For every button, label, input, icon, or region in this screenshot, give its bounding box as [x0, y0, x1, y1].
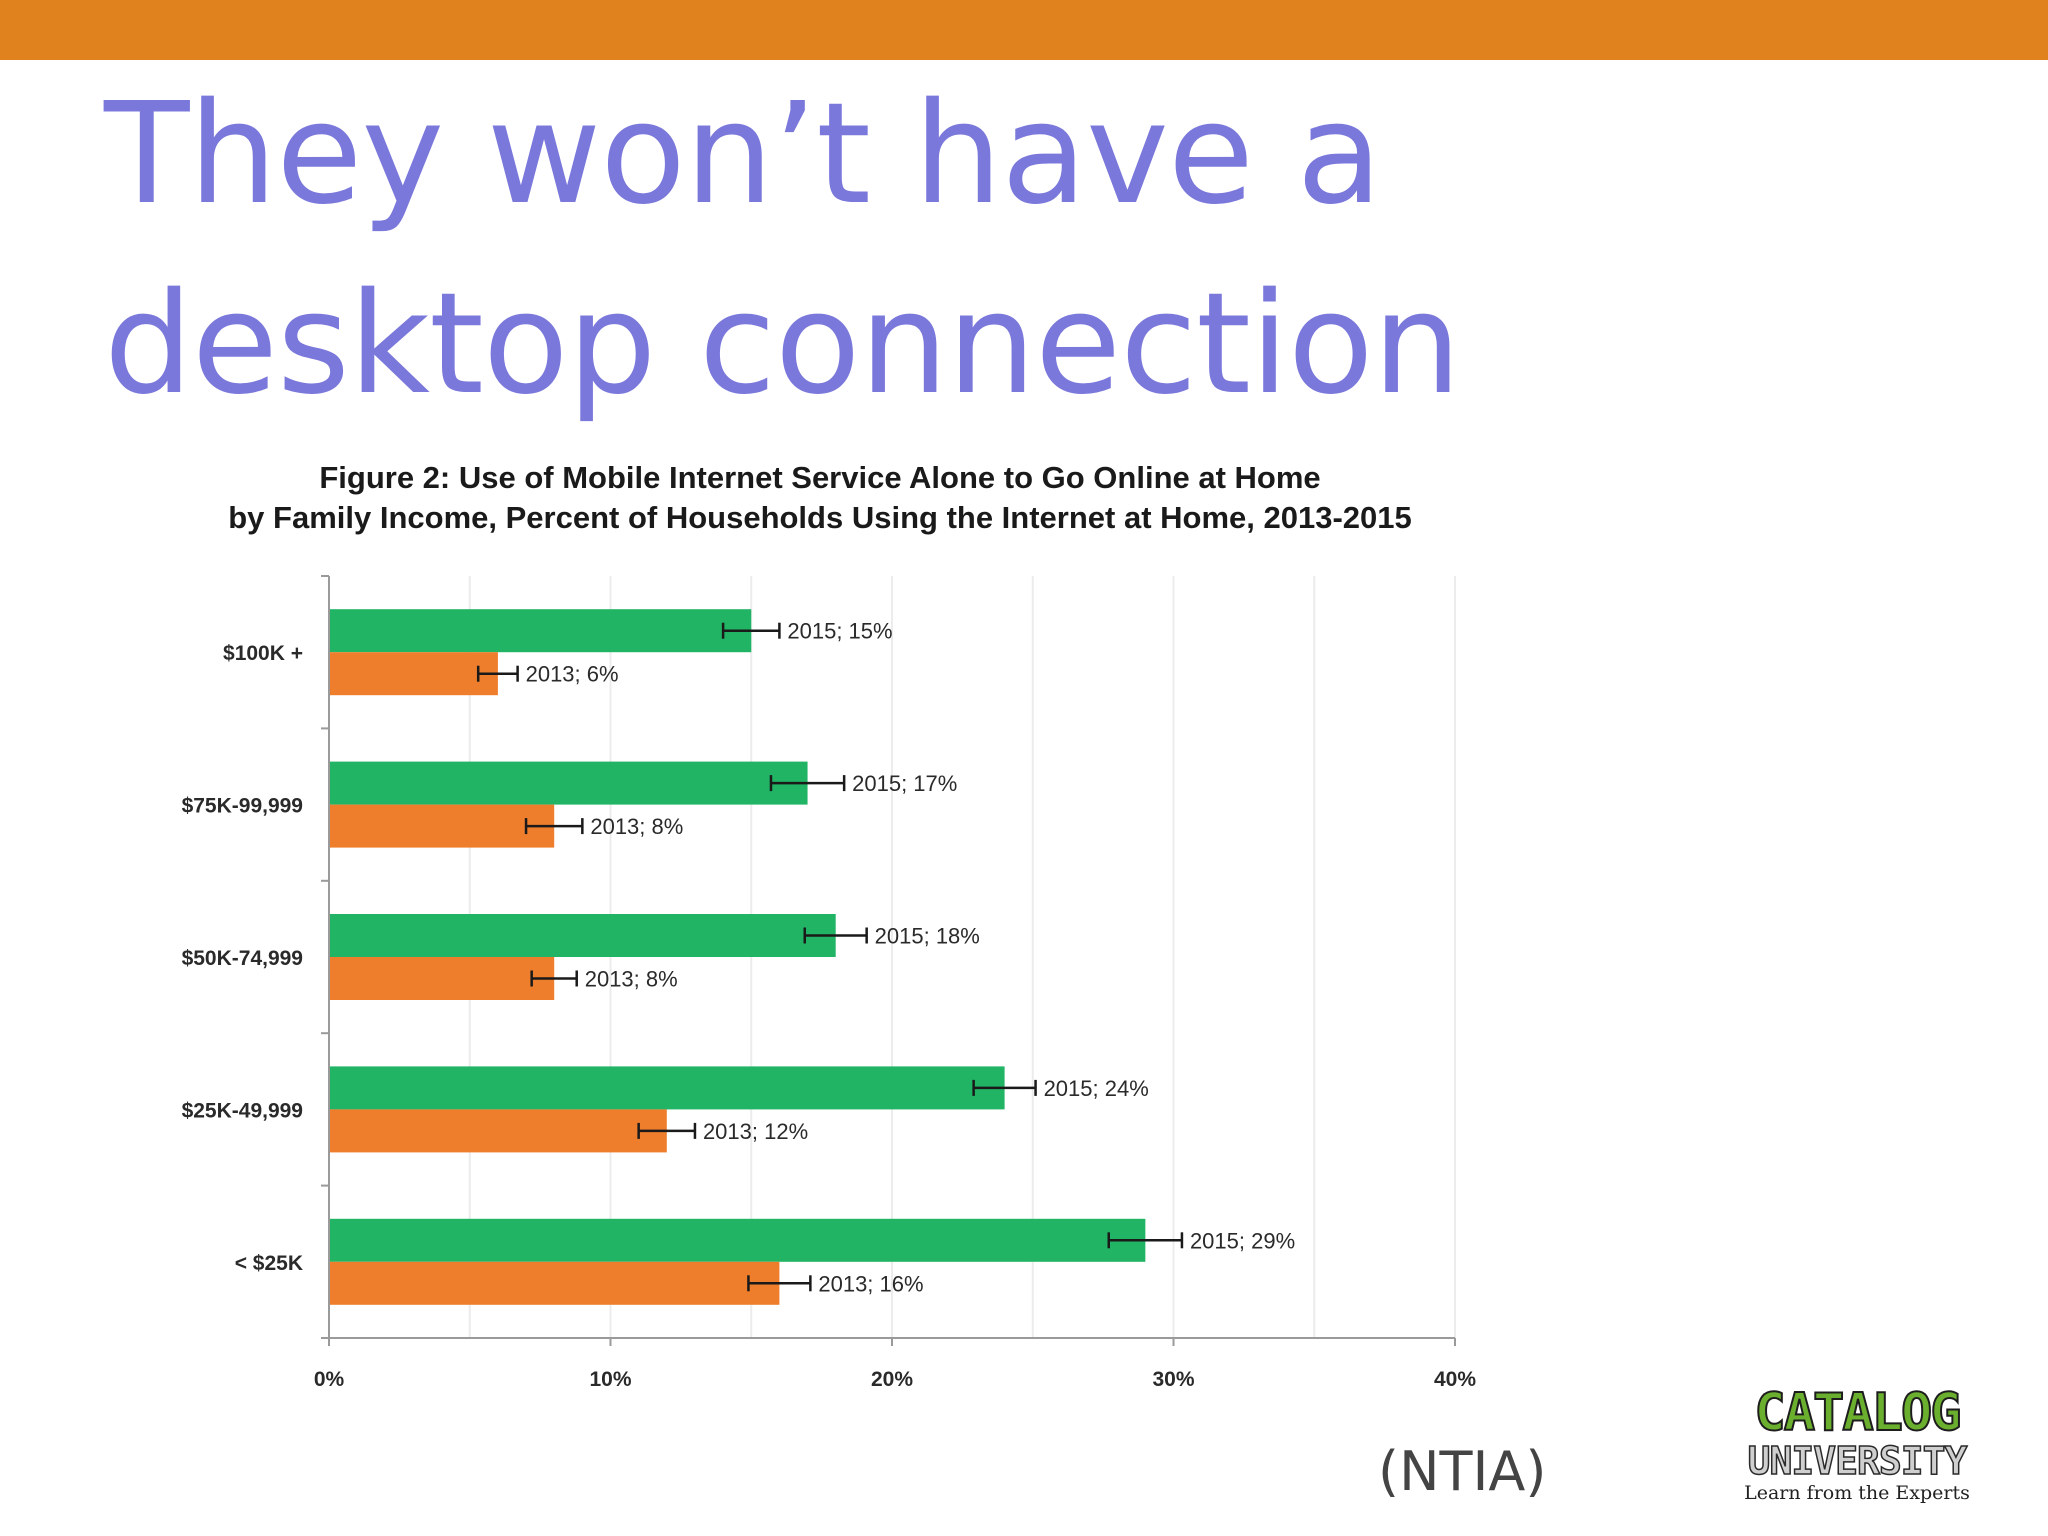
data-label: 2015; 18%	[875, 924, 980, 949]
bar-2015	[330, 609, 752, 653]
bar-2015	[330, 914, 836, 957]
slide-title: They won’t have a desktop connection	[104, 73, 1461, 426]
category-label: $25K-49,999	[182, 1099, 303, 1122]
data-label: 2013; 8%	[590, 814, 683, 839]
chart-title: Figure 2: Use of Mobile Internet Service…	[319, 460, 1320, 495]
x-tick-label: 0%	[314, 1368, 345, 1391]
x-tick-label: 20%	[871, 1368, 913, 1391]
category-label: < $25K	[235, 1252, 303, 1275]
data-label: 2015; 29%	[1190, 1228, 1295, 1253]
data-label: 2015; 15%	[787, 619, 892, 644]
data-label: 2013; 16%	[818, 1271, 923, 1296]
data-label: 2015; 17%	[852, 771, 957, 796]
accent-top-bar	[0, 0, 2048, 60]
data-label: 2013; 8%	[585, 967, 678, 992]
bar-2015	[330, 1066, 1005, 1110]
bar-2013	[330, 957, 555, 1000]
bar-2015	[330, 1218, 1146, 1262]
bar-chart: Figure 2: Use of Mobile Internet Service…	[0, 440, 2048, 1440]
category-label: $50K-74,999	[182, 947, 303, 970]
category-label: $75K-99,999	[182, 795, 303, 818]
logo-line-catalog: CATALOG	[1753, 1383, 1962, 1443]
chart-svg: Figure 2: Use of Mobile Internet Service…	[182, 460, 1477, 1391]
bar-2013	[330, 804, 555, 848]
x-tick-label: 30%	[1152, 1368, 1194, 1391]
category-label: $100K +	[223, 642, 303, 665]
chart-subtitle: by Family Income, Percent of Households …	[228, 500, 1412, 535]
data-label: 2015; 24%	[1044, 1076, 1149, 1101]
bar-2013	[330, 1261, 780, 1305]
logo-line-university: UNIVERSITY	[1747, 1439, 1968, 1483]
x-tick-label: 10%	[589, 1368, 631, 1391]
logo-tagline: Learn from the Experts	[1744, 1482, 1970, 1504]
bar-2015	[330, 761, 808, 805]
source-citation: (NTIA)	[1378, 1440, 1547, 1503]
data-label: 2013; 12%	[703, 1119, 808, 1144]
data-label: 2013; 6%	[526, 662, 619, 687]
bar-2013	[330, 1109, 667, 1153]
catalog-university-logo: CATALOG UNIVERSITY Learn from the Expert…	[1722, 1383, 1992, 1505]
x-tick-label: 40%	[1434, 1368, 1476, 1391]
bar-2013	[330, 652, 498, 696]
